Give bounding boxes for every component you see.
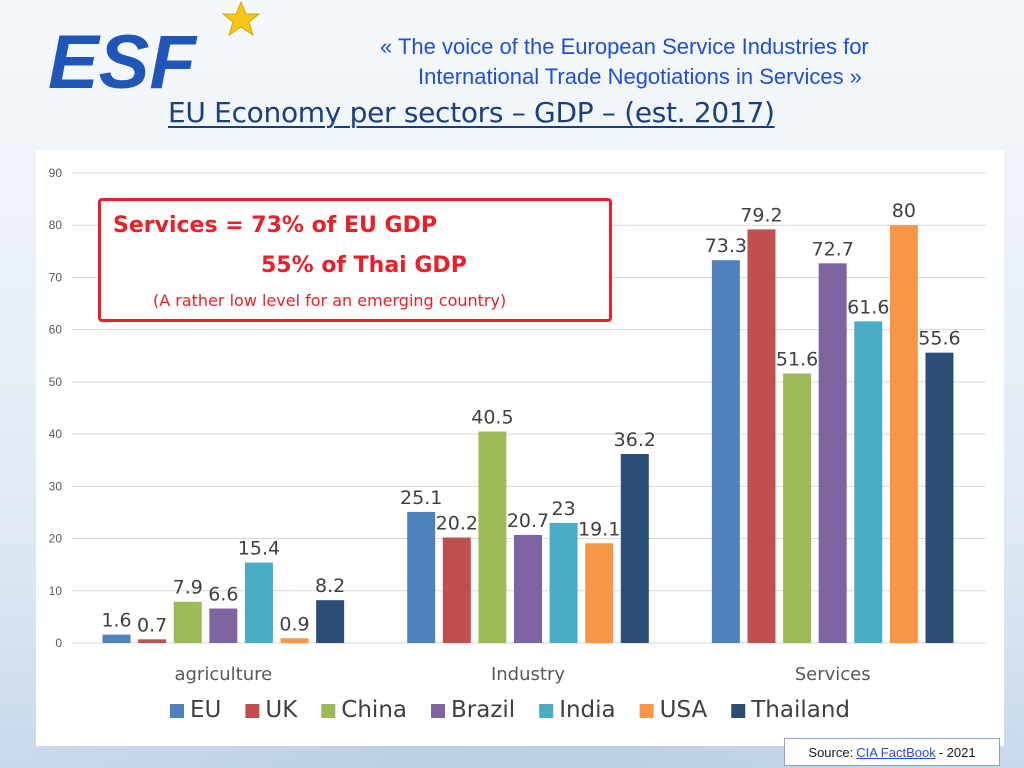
bar [102,634,131,643]
source-prefix: Source: [808,744,854,760]
bar [316,600,345,643]
legend-label: UK [265,697,298,723]
page-title: EU Economy per sectors – GDP – (est. 201… [168,96,775,129]
legend-swatch [539,704,554,718]
legend-label: USA [660,697,708,723]
bar [514,534,542,643]
source-note: Source: CIA FactBook - 2021 [784,738,1000,766]
bar [280,638,309,643]
data-label: 80 [892,200,916,222]
bar [549,522,578,643]
bar [747,229,776,643]
bar [818,263,847,643]
callout-box: Services = 73% of EU GDP 55% of Thai GDP… [98,198,612,322]
bar [209,608,238,643]
data-label: 8.2 [315,575,345,597]
data-label: 72.7 [812,238,854,260]
star-icon [221,0,261,37]
tagline-line-1: « The voice of the European Service Indu… [380,34,869,59]
y-tick-label: 80 [49,218,63,232]
bar [478,431,507,643]
callout-note: (A rather low level for an emerging coun… [153,291,507,310]
source-suffix: - 2021 [938,744,976,760]
data-label: 73.3 [705,235,747,257]
legend-label: Brazil [451,697,515,723]
esf-logo: ESF [48,0,261,100]
bar [244,562,273,643]
bar [620,453,649,643]
bar [711,260,740,643]
legend-label: China [341,697,407,723]
legend-swatch [731,704,746,718]
bar [173,601,202,643]
callout-thai-services: 55% of Thai GDP [261,253,467,278]
legend-swatch [245,704,260,718]
logo-text: ESF [48,20,198,100]
y-tick-label: 60 [49,323,63,337]
y-tick-label: 90 [49,166,63,180]
data-label: 0.9 [279,613,309,635]
legend-swatch [639,704,654,718]
data-label: 1.6 [101,610,131,632]
data-label: 7.9 [173,577,203,599]
data-label: 23 [552,498,576,520]
data-label: 0.7 [137,614,167,636]
x-tick-label: Industry [491,664,565,685]
bar [889,225,918,643]
y-tick-label: 70 [49,270,63,284]
bar [442,537,471,643]
tagline: « The voice of the European Service Indu… [380,32,1000,92]
data-label: 51.6 [776,349,818,371]
y-tick-label: 0 [55,636,62,650]
data-label: 79.2 [740,204,782,226]
source-link[interactable]: CIA FactBook [856,744,936,760]
bar-chart: 0 10 20 30 40 50 60 70 80 90 1.6 0.7 7.9 6.6 15.4 0.9 8.… [49,166,986,723]
y-tick-label: 30 [49,479,63,493]
legend-label: India [559,697,615,723]
data-label: 6.6 [208,584,238,606]
data-label: 55.6 [918,328,960,350]
y-tick-label: 10 [49,584,63,598]
y-tick-label: 40 [49,427,63,441]
tagline-line-2: International Trade Negotiations in Serv… [418,64,862,89]
data-label: 61.6 [847,296,889,318]
x-tick-label: Services [795,664,871,685]
legend-swatch [170,704,184,718]
data-label: 19.1 [578,518,620,540]
data-label: 20.7 [507,510,549,532]
y-tick-label: 50 [49,375,63,389]
callout-eu-services: Services = 73% of EU GDP [113,213,437,238]
data-label: 25.1 [400,487,442,509]
bar [854,321,883,643]
bar [925,352,954,643]
bar [407,511,436,643]
legend-label: Thailand [750,697,850,723]
x-tick-label: agriculture [174,664,272,685]
data-label: 36.2 [614,429,656,451]
y-tick-label: 20 [49,532,63,546]
data-label: 15.4 [238,538,280,560]
data-label: 20.2 [436,513,478,535]
bar [138,639,167,643]
bar [585,543,614,643]
bar [783,373,812,643]
legend-swatch [431,704,445,718]
legend-swatch [321,704,336,718]
data-label: 40.5 [471,407,513,429]
legend-label: EU [190,697,221,723]
